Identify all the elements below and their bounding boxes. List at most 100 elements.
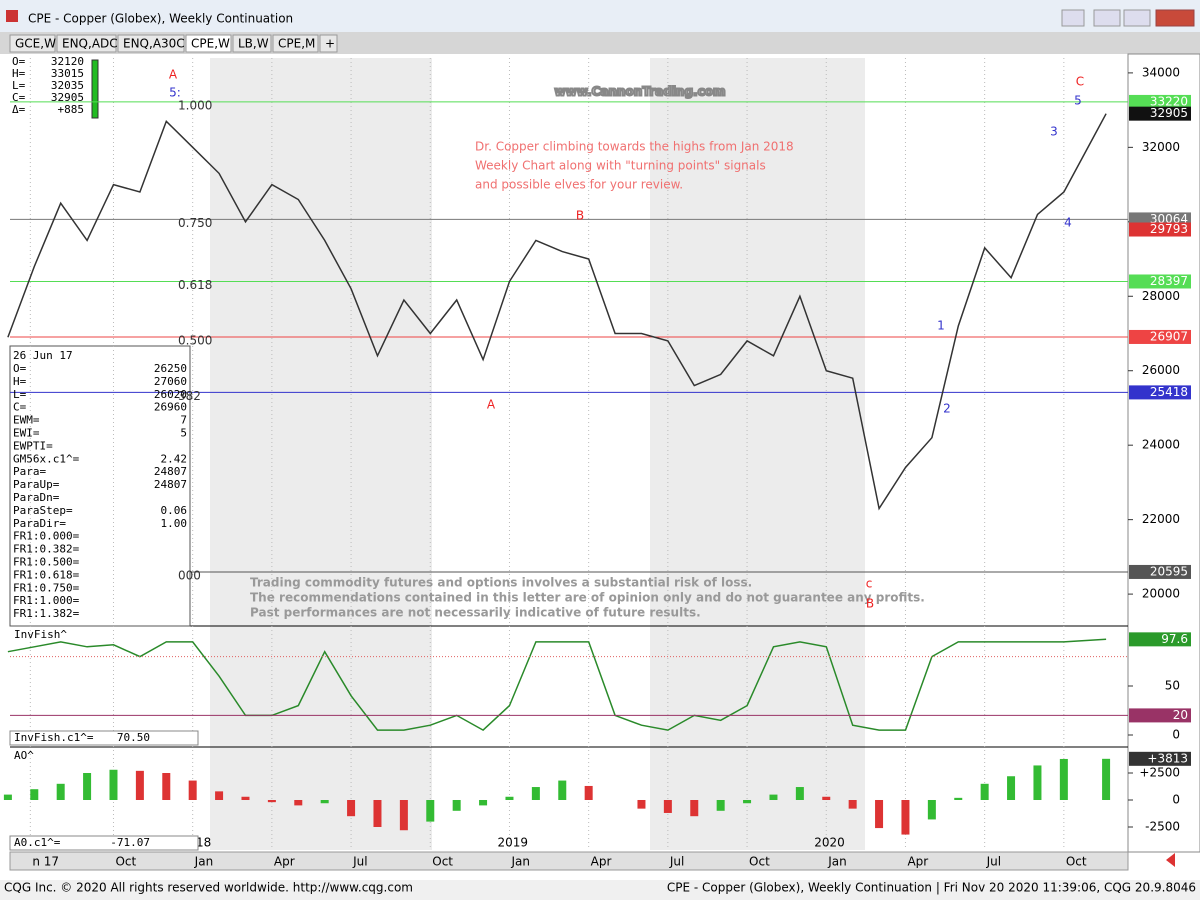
panel-title: AO^ xyxy=(14,749,34,762)
info-value: 26960 xyxy=(154,401,187,414)
tab[interactable] xyxy=(9,34,56,53)
x-tick-label: Jul xyxy=(352,855,367,869)
level-label: 382 xyxy=(178,389,201,403)
price-box xyxy=(1129,329,1191,344)
y-tick-label: 32000 xyxy=(1142,140,1180,154)
info-key: Para= xyxy=(13,465,46,478)
maximize-button[interactable] xyxy=(1123,9,1151,27)
tab-label[interactable]: GCE,W xyxy=(15,37,56,51)
info-value: 24807 xyxy=(154,465,187,478)
readout-key: A0.c1^= xyxy=(14,836,61,849)
x-tick-label: Jan xyxy=(194,855,214,869)
x-tick-label: Jul xyxy=(669,855,684,869)
tab-label[interactable]: + xyxy=(325,37,335,51)
ao-bar xyxy=(663,799,672,813)
tab[interactable] xyxy=(272,34,319,53)
shade-band xyxy=(210,58,432,850)
info-key: FR1:0.750= xyxy=(13,581,80,594)
disclaimer: Trading commodity futures and options in… xyxy=(250,576,752,590)
price-box xyxy=(1129,632,1191,647)
ao-bar xyxy=(901,799,910,835)
y-tick-label: +2500 xyxy=(1139,766,1180,780)
price-box-label: 26907 xyxy=(1150,329,1188,343)
ao-bar xyxy=(83,773,92,800)
wave-label: 5: xyxy=(169,86,181,100)
ao-bar xyxy=(637,799,646,809)
wave-label: 5 xyxy=(1074,94,1082,108)
ao-bar xyxy=(320,799,329,804)
info-value: 2.42 xyxy=(161,452,188,465)
info-key: EWI= xyxy=(13,427,40,440)
ao-bar xyxy=(30,789,39,800)
tab[interactable] xyxy=(319,34,338,53)
info-key: EWPTI= xyxy=(13,439,53,452)
wave-label: 2 xyxy=(943,402,951,416)
x-tick-label: Apr xyxy=(274,855,295,869)
price-box xyxy=(1129,274,1191,289)
ohlc-key: C= xyxy=(12,91,26,104)
info-key: EWM= xyxy=(13,414,40,427)
ao-bar xyxy=(109,769,118,800)
ao-bar xyxy=(267,799,276,803)
wave-label: 4 xyxy=(1064,216,1072,230)
ao-bar xyxy=(716,799,725,811)
level-label: 0.750 xyxy=(178,216,212,230)
info-key: ParaDn= xyxy=(13,491,60,504)
minimize-button[interactable] xyxy=(1093,9,1121,27)
ohlc-value: 32035 xyxy=(51,79,84,92)
info-value: 26250 xyxy=(154,362,187,375)
readout-key: InvFish.c1^= xyxy=(14,731,94,744)
ohlc-key: O= xyxy=(12,55,26,68)
x-tick-label: n 17 xyxy=(32,855,59,869)
ohlc-value: +885 xyxy=(58,103,85,116)
x-tick-label: Oct xyxy=(115,855,136,869)
x-tick-label: Apr xyxy=(591,855,612,869)
ohlc-key: L= xyxy=(12,79,26,92)
wave-label: 3 xyxy=(1050,125,1058,139)
year-label: 2019 xyxy=(497,836,528,850)
ao-bar xyxy=(294,799,303,806)
tab-label[interactable]: LB,W xyxy=(238,37,269,51)
ohlc-key: Δ= xyxy=(12,103,26,116)
tab-label[interactable]: CPE,W xyxy=(191,37,230,51)
tab-label[interactable]: ENQ,ADC xyxy=(62,37,118,51)
info-date: 26 Jun 17 xyxy=(13,349,73,362)
scroll-arrow[interactable] xyxy=(1166,853,1175,867)
wave-label: A xyxy=(169,68,178,82)
info-key: H= xyxy=(13,375,27,388)
price-box-label: 30064 xyxy=(1150,212,1188,226)
panel-title: InvFish^ xyxy=(14,628,67,641)
x-tick-label: Oct xyxy=(749,855,770,869)
info-key: ParaUp= xyxy=(13,478,60,491)
wave-label: C xyxy=(1076,75,1084,89)
info-key: FR1:1.382= xyxy=(13,607,80,620)
tab[interactable] xyxy=(117,34,185,53)
year-label: 2020 xyxy=(814,836,845,850)
price-box xyxy=(1129,708,1191,723)
annotation-note: Weekly Chart along with "turning points"… xyxy=(475,159,766,173)
tab[interactable] xyxy=(232,34,272,53)
ao-bar xyxy=(241,796,250,800)
ao-bar xyxy=(479,799,488,806)
ao-bar xyxy=(373,799,382,827)
window-button[interactable] xyxy=(1061,9,1085,27)
ohlc-value: 33015 xyxy=(51,67,84,80)
y-tick-label: 28000 xyxy=(1142,289,1180,303)
ao-bar xyxy=(188,780,197,800)
ao-bar xyxy=(399,799,408,831)
info-key: ParaStep= xyxy=(13,504,73,517)
status-left: CQG Inc. © 2020 All rights reserved worl… xyxy=(4,881,413,895)
tab[interactable] xyxy=(56,34,117,53)
ao-bar xyxy=(954,797,963,800)
tab-label[interactable]: CPE,M xyxy=(278,37,315,51)
ao-bar xyxy=(1007,776,1016,800)
tab-label[interactable]: ENQ,A30C xyxy=(123,37,185,51)
info-value: 24807 xyxy=(154,478,187,491)
close-button[interactable] xyxy=(1155,9,1195,27)
price-line xyxy=(7,638,1107,732)
y-tick-label: -2500 xyxy=(1145,819,1180,833)
tab[interactable] xyxy=(185,34,232,53)
time-axis xyxy=(9,851,1129,871)
price-box xyxy=(1129,222,1191,237)
annotation-note: Dr. Copper climbing towards the highs fr… xyxy=(475,140,794,154)
